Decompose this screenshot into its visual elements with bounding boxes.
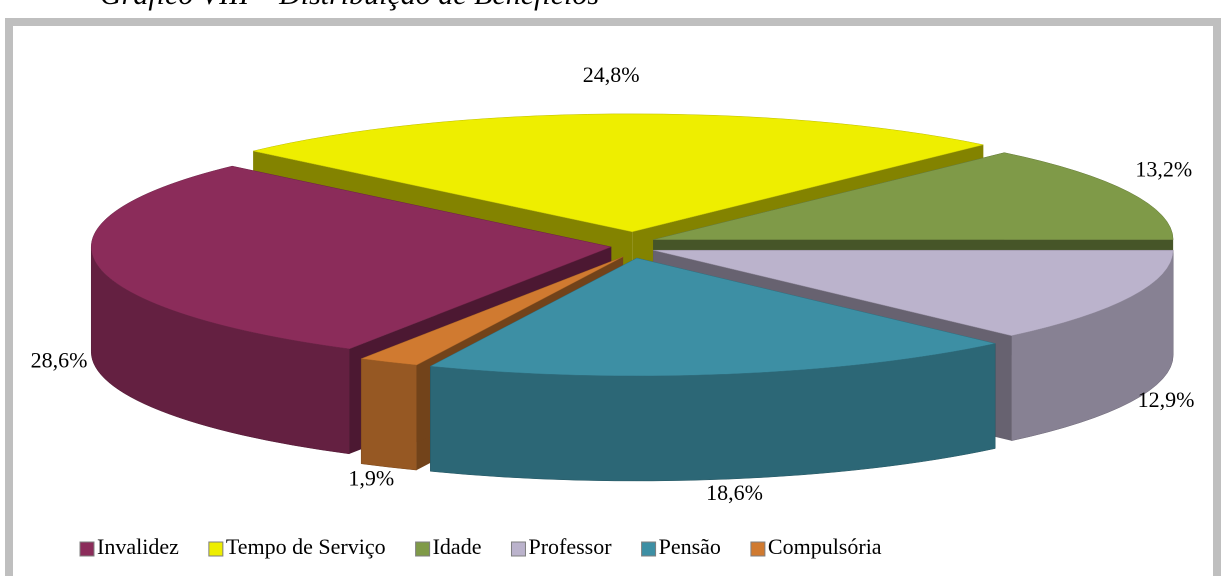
legend-label: Pensão xyxy=(659,534,721,559)
data-label: 24,8% xyxy=(583,62,640,87)
legend-swatch xyxy=(415,541,431,557)
legend-swatch xyxy=(750,541,766,557)
legend-swatch xyxy=(510,541,526,557)
legend-label: Tempo de Serviço xyxy=(226,534,386,559)
legend-label: Compulsória xyxy=(768,534,882,559)
legend-swatch xyxy=(641,541,657,557)
slice xyxy=(361,256,624,366)
slice-wall xyxy=(360,358,417,471)
data-label: 12,9% xyxy=(1138,387,1195,412)
chart-title: Gráfico VIII – Distribuição de Benefício… xyxy=(100,0,599,11)
data-label: 28,6% xyxy=(31,347,88,372)
legend: Invalidez Tempo de Serviço Idade Professor P… xyxy=(79,534,882,559)
legend-label: Invalidez xyxy=(97,534,179,559)
slice xyxy=(253,113,984,233)
legend-label: Idade xyxy=(433,534,482,559)
legend-swatch xyxy=(208,541,224,557)
data-label: 18,6% xyxy=(706,480,763,505)
title-band xyxy=(0,0,1226,16)
legend-label: Professor xyxy=(528,534,612,559)
pie xyxy=(90,113,1174,482)
data-label: 13,2% xyxy=(1135,156,1192,181)
slice xyxy=(653,249,1174,336)
data-label: 1,9% xyxy=(348,466,394,491)
slice xyxy=(653,152,1174,240)
slice xyxy=(90,165,613,350)
legend-swatch xyxy=(79,541,95,557)
slice xyxy=(429,257,996,377)
